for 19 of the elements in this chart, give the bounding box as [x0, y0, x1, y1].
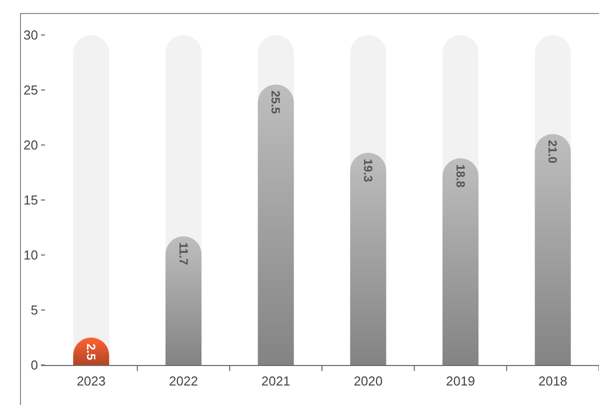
- y-tick-label: 15: [24, 192, 38, 208]
- y-tick-label: 30: [24, 28, 38, 43]
- x-tick-label: 2019: [446, 374, 475, 389]
- data-label: 21.0: [546, 140, 560, 164]
- data-label: 2.5: [84, 344, 98, 361]
- x-tick-label: 2023: [76, 374, 106, 389]
- y-tick-label: 0: [30, 358, 38, 373]
- y-tick-label: 20: [24, 138, 38, 153]
- x-tick-label: 2018: [538, 374, 568, 389]
- x-tick-label: 2020: [354, 374, 383, 389]
- y-tick-label: 25: [24, 82, 38, 98]
- data-label: 19.3: [360, 158, 375, 182]
- data-label: 11.7: [176, 242, 190, 266]
- x-tick-label: 2022: [169, 374, 198, 389]
- y-tick-label: 10: [24, 248, 38, 263]
- data-label: 18.8: [453, 164, 468, 188]
- x-tick-label: 2021: [261, 374, 290, 389]
- y-tick-label: 5: [30, 302, 38, 318]
- data-label: 25.5: [268, 90, 283, 114]
